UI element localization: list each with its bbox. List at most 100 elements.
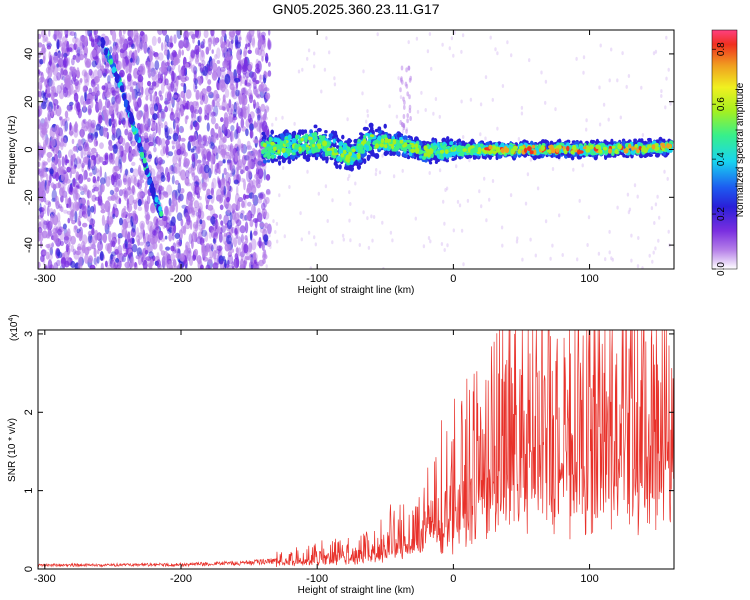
- noise-blob: [74, 31, 77, 39]
- noise-blob: [250, 256, 254, 266]
- noise-blob: [154, 91, 158, 97]
- noise-blob: [249, 94, 253, 104]
- noise-blob: [455, 164, 458, 169]
- noise-blob: [209, 111, 216, 118]
- noise-blob: [155, 230, 160, 239]
- noise-blob: [460, 99, 463, 104]
- noise-blob: [244, 90, 249, 95]
- noise-blob: [171, 232, 175, 241]
- noise-blob: [202, 174, 208, 185]
- noise-blob: [264, 196, 270, 205]
- noise-blob: [66, 40, 70, 53]
- noise-blob: [205, 245, 209, 254]
- band-blob: [322, 151, 326, 158]
- noise-blob: [520, 105, 524, 110]
- noise-blob: [657, 238, 660, 243]
- noise-blob: [93, 204, 96, 215]
- noise-blob: [175, 253, 181, 259]
- noise-blob: [184, 63, 190, 68]
- noise-blob: [232, 30, 236, 36]
- noise-blob: [55, 182, 61, 189]
- noise-blob: [247, 161, 251, 169]
- noise-blob: [170, 81, 175, 92]
- noise-blob: [176, 124, 180, 136]
- noise-blob: [164, 129, 169, 139]
- noise-blob: [585, 118, 588, 123]
- noise-blob: [241, 126, 247, 132]
- noise-blob: [61, 36, 68, 45]
- noise-blob: [599, 43, 602, 48]
- streak-blob: [154, 196, 159, 203]
- noise-blob: [98, 156, 104, 163]
- noise-blob: [94, 196, 101, 201]
- noise-blob: [250, 238, 257, 251]
- streak-blob: [115, 73, 120, 80]
- noise-blob: [416, 109, 420, 114]
- noise-blob: [67, 57, 71, 66]
- noise-blob: [193, 221, 199, 229]
- noise-blob: [160, 250, 166, 256]
- noise-blob: [86, 177, 91, 182]
- noise-blob: [228, 40, 234, 52]
- noise-blob: [56, 104, 59, 110]
- noise-blob: [74, 37, 80, 50]
- noise-blob: [102, 125, 106, 137]
- noise-blob: [256, 120, 261, 132]
- noise-blob: [88, 87, 93, 95]
- noise-blob: [145, 95, 149, 101]
- noise-blob: [452, 53, 455, 58]
- noise-blob: [104, 154, 109, 165]
- noise-blob: [38, 118, 41, 130]
- noise-blob: [218, 214, 222, 220]
- noise-blob: [238, 93, 243, 105]
- noise-blob: [63, 236, 70, 241]
- noise-blob: [100, 234, 104, 241]
- noise-blob: [194, 30, 199, 38]
- noise-blob: [244, 255, 248, 267]
- noise-blob: [654, 49, 658, 54]
- noise-blob: [185, 115, 189, 120]
- noise-blob: [136, 34, 139, 47]
- noise-blob: [72, 36, 78, 44]
- noise-blob: [59, 240, 64, 247]
- noise-blob: [307, 48, 311, 53]
- noise-blob: [415, 36, 419, 41]
- noise-blob: [181, 127, 184, 133]
- noise-blob: [117, 149, 122, 159]
- noise-blob: [247, 103, 250, 115]
- noise-blob: [100, 65, 105, 72]
- noise-blob: [144, 112, 149, 122]
- noise-blob: [47, 228, 51, 239]
- noise-blob: [109, 189, 114, 196]
- noise-blob: [420, 90, 423, 95]
- noise-blob: [432, 111, 435, 116]
- noise-blob: [247, 49, 252, 54]
- noise-blob: [188, 31, 195, 36]
- noise-blob: [87, 205, 91, 217]
- noise-blob: [401, 129, 405, 134]
- noise-blob: [148, 72, 151, 79]
- noise-blob: [39, 85, 43, 90]
- noise-blob: [255, 158, 262, 170]
- noise-blob: [127, 258, 130, 269]
- noise-blob: [367, 245, 371, 250]
- noise-blob: [200, 44, 205, 49]
- noise-blob: [133, 176, 137, 186]
- noise-blob: [122, 30, 126, 35]
- noise-blob: [47, 259, 53, 269]
- noise-blob: [169, 35, 173, 43]
- noise-blob: [157, 136, 161, 147]
- band-blob: [579, 145, 584, 152]
- noise-blob: [212, 145, 218, 157]
- noise-blob: [61, 156, 65, 168]
- noise-blob: [124, 194, 129, 202]
- noise-blob: [144, 186, 148, 196]
- noise-blob: [100, 209, 106, 214]
- noise-blob: [217, 145, 221, 155]
- noise-blob: [193, 70, 197, 81]
- noise-blob: [210, 216, 216, 225]
- noise-blob: [240, 253, 244, 262]
- noise-blob: [124, 221, 128, 229]
- noise-blob: [244, 56, 248, 64]
